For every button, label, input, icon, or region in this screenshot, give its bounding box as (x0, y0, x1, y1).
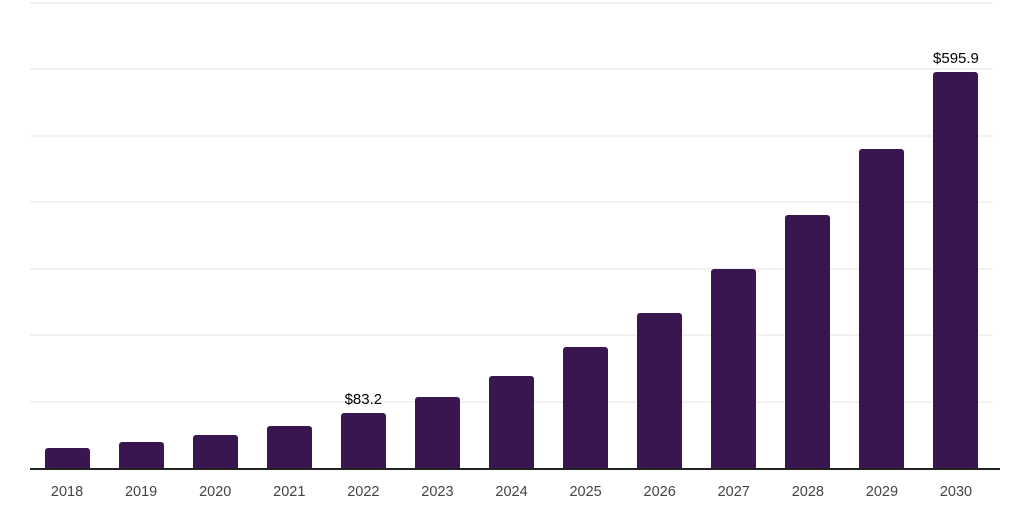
bar-2024 (489, 375, 534, 468)
x-tick-label-2027: 2027 (717, 484, 750, 500)
x-tick-label-2020: 2020 (199, 484, 232, 500)
gridline-500 (30, 134, 993, 137)
gridline-300 (30, 267, 993, 270)
bar-2029 (859, 149, 905, 468)
bar-slot-2026 (623, 3, 697, 468)
data-label-2022: $83.2 (344, 390, 383, 408)
bar-2021 (266, 426, 312, 468)
x-tick-label-2022: 2022 (347, 484, 380, 500)
x-tick-label-2025: 2025 (569, 484, 602, 500)
bar-2025 (563, 347, 609, 468)
bar-2026 (637, 312, 683, 468)
x-axis-labels: 2018 2019 2020 2021 2022 2023 2024 2025 2026 2027… (30, 484, 993, 501)
bar-slot-2022: $83.2 (326, 3, 400, 468)
bar-2020 (192, 434, 238, 468)
bars-container: $83.2 $595.9 (30, 3, 993, 468)
bar-slot-2019 (104, 3, 178, 468)
bar-2027 (711, 268, 757, 468)
data-label-2030: $595.9 (933, 50, 979, 68)
bar-slot-2028 (771, 3, 845, 468)
x-tick-label-2023: 2023 (421, 484, 454, 500)
bar-slot-2025 (549, 3, 623, 468)
bar-slot-2021 (252, 3, 326, 468)
bar-slot-2020 (178, 3, 252, 468)
x-tick-label-2024: 2024 (495, 484, 528, 500)
gridline-700 (30, 2, 993, 4)
x-tick-label-2021: 2021 (273, 484, 306, 500)
bar-2023 (414, 396, 460, 468)
x-tick-label-2019: 2019 (124, 484, 158, 500)
bar-slot-2023 (400, 3, 474, 468)
gridline-200 (30, 334, 993, 337)
bar-2022 (340, 412, 386, 468)
plot-area: $83.2 $595.9 (30, 2, 993, 468)
x-tick-label-2026: 2026 (643, 484, 676, 500)
bar-slot-2018 (30, 3, 104, 468)
x-tick-label-2029: 2029 (865, 484, 899, 500)
x-tick-label-2028: 2028 (791, 484, 824, 500)
bar-slot-2027 (697, 3, 771, 468)
bar-2018 (44, 448, 90, 468)
bar-slot-2029 (845, 3, 919, 468)
bar-slot-2024 (474, 3, 548, 468)
gridline-600 (30, 68, 993, 71)
x-axis-line (30, 468, 1000, 470)
gridline-400 (30, 201, 993, 204)
bar-slot-2030: $595.9 (919, 3, 993, 468)
bar-2019 (118, 442, 164, 468)
bar-2030 (933, 72, 979, 468)
bar-2028 (785, 214, 831, 468)
x-tick-label-2018: 2018 (50, 484, 84, 500)
x-tick-label-2030: 2030 (939, 484, 973, 500)
